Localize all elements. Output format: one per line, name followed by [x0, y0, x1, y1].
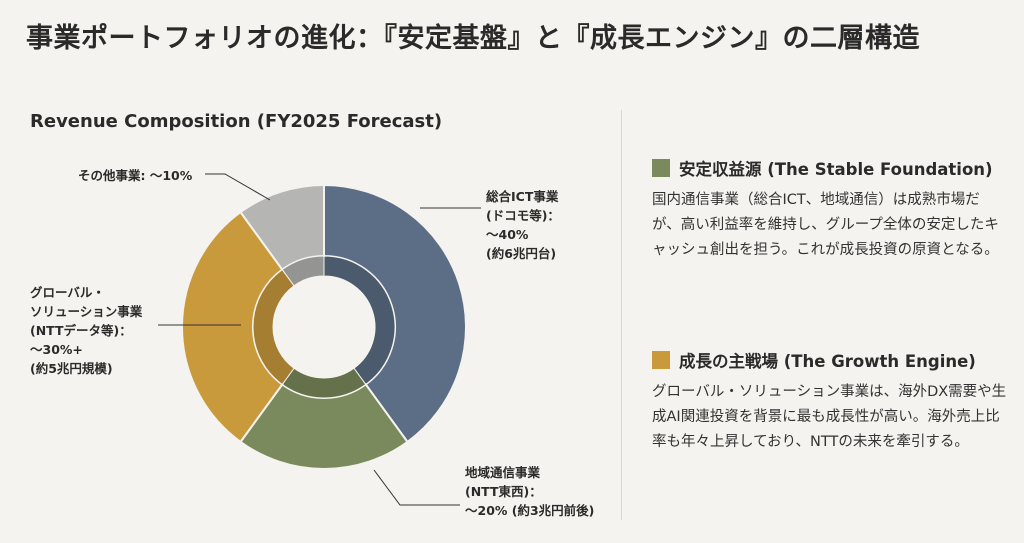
growth-swatch [652, 351, 670, 369]
label-regional: 地域通信事業 (NTT東西)： ～20% (約3兆円前後) [465, 465, 595, 518]
growth-body: グローバル・ソリューション事業は、海外DX需要や生成AI関連投資を背景に最も成長… [652, 384, 1007, 450]
leader-line-regional [373, 469, 460, 506]
stable-body: 国内通信事業（総合ICT、地域通信）は成熟市場だが、高い利益率を維持し、グループ… [652, 192, 999, 258]
growth-engine-section: 成長の主戦場 (The Growth Engine) グローバル・ソリューション… [652, 348, 1007, 455]
stable-title: 安定収益源 (The Stable Foundation) [679, 160, 993, 179]
donut-chart [158, 173, 481, 506]
inner-slice-other [281, 255, 325, 287]
label-global: グローバル・ ソリューション事業 (NTTデータ等)： ～30%+ (約5兆円規… [30, 285, 143, 376]
growth-title: 成長の主戦場 (The Growth Engine) [679, 352, 976, 371]
label-other: その他事業: ～10% [78, 168, 193, 183]
divider [621, 110, 622, 520]
chart-title: Revenue Composition (FY2025 Forecast) [30, 111, 443, 132]
stable-swatch [652, 159, 670, 177]
page-title: 事業ポートフォリオの進化：『安定基盤』と『成長エンジン』の二層構造 [26, 23, 920, 54]
leader-line-other [205, 173, 271, 201]
label-ict: 総合ICT事業 (ドコモ等)： ～40% (約6兆円台) [486, 189, 560, 261]
stable-foundation-section: 安定収益源 (The Stable Foundation) 国内通信事業（総合I… [652, 156, 1007, 263]
